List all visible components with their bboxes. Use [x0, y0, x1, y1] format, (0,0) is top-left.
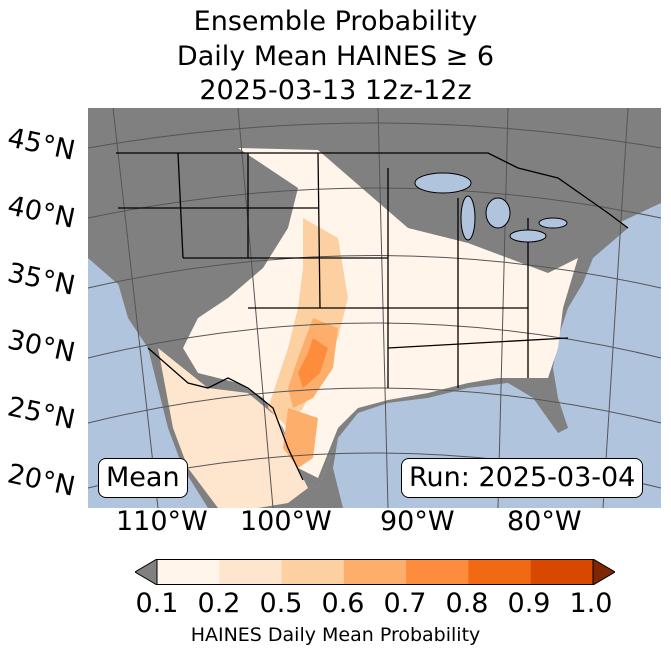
- borders: [116, 152, 629, 481]
- colorbar-bins: [157, 559, 594, 585]
- colorbar-bin: [530, 559, 594, 585]
- lat-label-25: 25°N: [4, 391, 78, 436]
- colorbar-bin: [468, 559, 532, 585]
- title-line-2: Daily Mean HAINES ≥ 6: [176, 41, 495, 72]
- lon-label-80: 80°W: [507, 506, 582, 537]
- gulf-of-mexico: [333, 383, 558, 508]
- colorbar-tick-2: 0.5: [259, 588, 303, 619]
- lat-label-30: 30°N: [4, 324, 78, 369]
- mean-label: Mean: [98, 458, 188, 498]
- lat-label-20: 20°N: [4, 458, 78, 503]
- colorbar-tick-4: 0.7: [383, 588, 427, 619]
- graticule: [88, 108, 661, 508]
- colorbar-tick-0: 0.1: [135, 588, 179, 619]
- map-canvas: [88, 108, 661, 508]
- colorbar-label: HAINES Daily Mean Probability: [190, 624, 481, 646]
- title-line-3: 2025-03-13 12z-12z: [199, 75, 472, 106]
- mexico-low-prob: [158, 348, 308, 508]
- lat-label-35: 35°N: [4, 257, 78, 302]
- colorbar-tick-5: 0.8: [445, 588, 489, 619]
- run-label: Run: 2025-03-04: [401, 458, 644, 498]
- colorbar-over-arrow: [592, 559, 615, 585]
- colorbar-under-arrow: [135, 559, 158, 585]
- great-lakes: [414, 172, 568, 243]
- mexico-mid-prob: [283, 408, 318, 468]
- map-panel: [88, 108, 661, 508]
- colorbar-bin: [406, 559, 469, 585]
- lon-label-100: 100°W: [240, 506, 332, 537]
- title-line-1: Ensemble Probability: [193, 6, 478, 37]
- colorbar-bin: [343, 559, 407, 585]
- lat-label-40: 40°N: [4, 190, 78, 235]
- lat-label-45: 45°N: [4, 122, 78, 167]
- colorbar-tick-1: 0.2: [197, 588, 241, 619]
- colorbar-tick-3: 0.6: [321, 588, 365, 619]
- colorbar-tick-7: 1.0: [569, 588, 613, 619]
- colorbar: [135, 559, 615, 585]
- land-field: [88, 108, 661, 508]
- plains-mid-prob: [268, 218, 348, 428]
- colorbar-tick-6: 0.9: [507, 588, 551, 619]
- lon-label-110: 110°W: [116, 506, 208, 537]
- colorbar-bin: [281, 559, 345, 585]
- texas-peak: [298, 338, 328, 388]
- colorbar-bin: [157, 559, 220, 585]
- colorbar-bin: [219, 559, 283, 585]
- lon-label-90: 90°W: [380, 506, 455, 537]
